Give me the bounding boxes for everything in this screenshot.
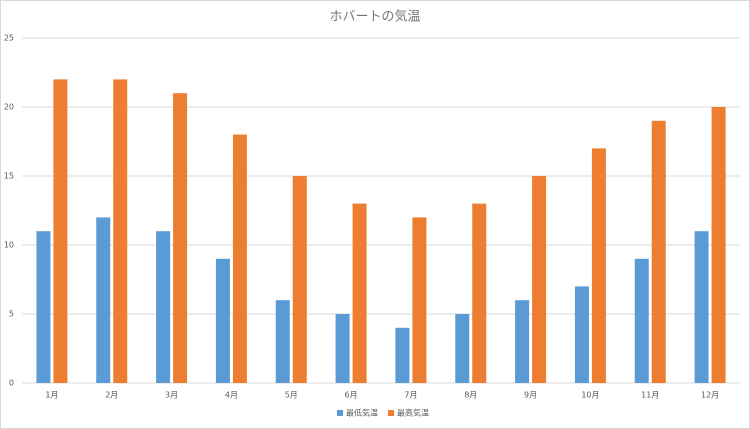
y-tick-label: 15: [4, 172, 14, 181]
legend-swatch: [337, 410, 343, 416]
bar: [36, 231, 51, 383]
bar: [395, 327, 410, 383]
bar: [651, 120, 666, 384]
x-tick-label: 4月: [225, 391, 238, 400]
x-tick-label: 9月: [524, 391, 537, 400]
legend-label: 最高気温: [397, 408, 429, 418]
x-tick-label: 8月: [464, 391, 477, 400]
x-tick-label: 7月: [404, 391, 417, 400]
bar: [352, 203, 367, 383]
x-tick-label: 2月: [105, 391, 118, 400]
y-tick-label: 5: [9, 310, 14, 319]
bar: [515, 300, 530, 383]
bar: [694, 231, 709, 383]
y-tick-label: 10: [4, 241, 14, 250]
y-tick-label: 20: [4, 103, 14, 112]
bar: [215, 258, 230, 383]
legend-label: 最低気温: [346, 408, 378, 418]
x-tick-label: 11月: [641, 391, 659, 400]
x-tick-label: 3月: [165, 391, 178, 400]
legend-swatch: [388, 410, 394, 416]
x-tick-label: 12月: [701, 391, 719, 400]
bar: [455, 314, 470, 383]
bar: [532, 176, 547, 383]
bar: [292, 176, 307, 383]
x-tick-label: 10月: [581, 391, 599, 400]
bar: [472, 203, 487, 383]
bar: [232, 134, 247, 383]
bar: [412, 217, 427, 383]
bar: [591, 148, 606, 383]
bar: [156, 231, 171, 383]
bar: [96, 217, 111, 383]
bar: [113, 79, 128, 384]
bar: [335, 314, 350, 383]
bar: [574, 286, 589, 383]
y-tick-label: 0: [9, 379, 14, 388]
bar: [275, 300, 290, 383]
y-tick-label: 25: [4, 34, 14, 43]
chart-title: ホバートの気温: [329, 9, 420, 25]
bar: [173, 93, 188, 383]
x-tick-label: 1月: [45, 391, 58, 400]
bar: [53, 79, 68, 384]
bar: [711, 107, 726, 383]
x-tick-label: 6月: [345, 391, 358, 400]
x-tick-label: 5月: [285, 391, 298, 400]
bar: [634, 258, 649, 383]
